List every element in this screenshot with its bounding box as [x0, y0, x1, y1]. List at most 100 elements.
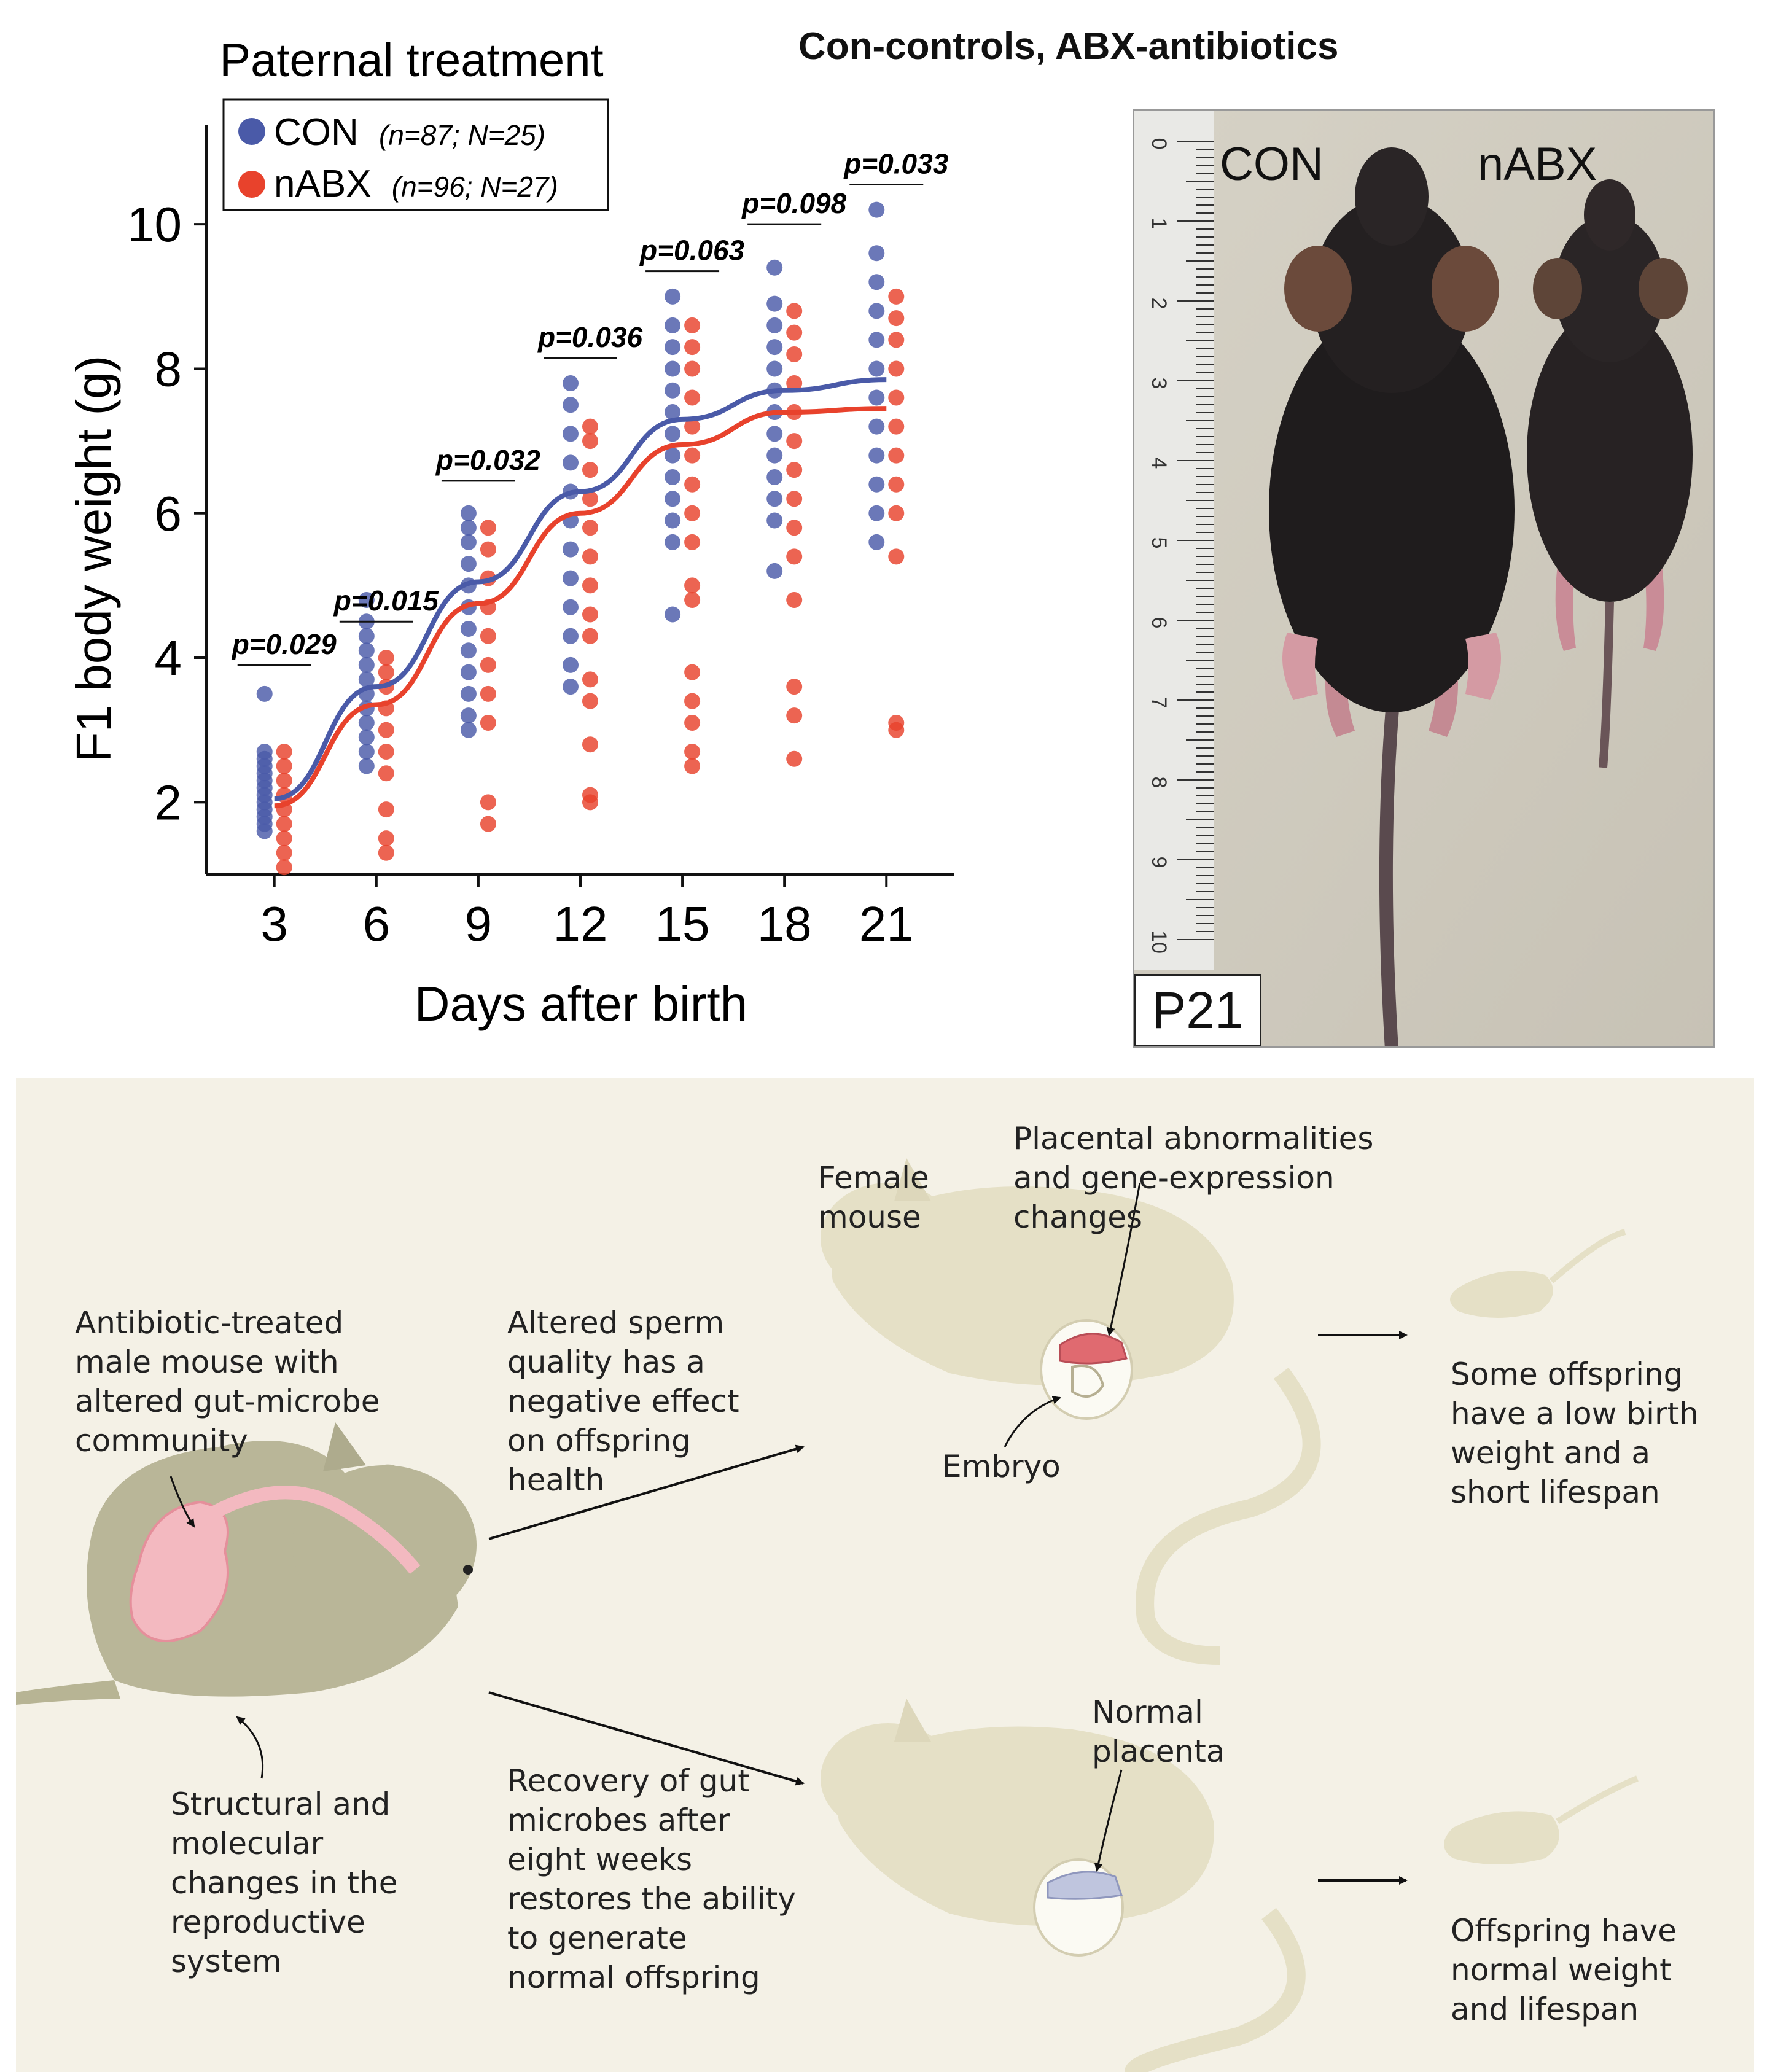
ruler-label: 2	[1147, 298, 1171, 310]
con-point	[868, 360, 885, 377]
nabx-point	[684, 744, 701, 760]
con-point	[766, 295, 783, 312]
nabx-point	[888, 548, 905, 565]
nabx-point	[786, 750, 803, 767]
con-fit-line	[274, 377, 887, 801]
pointer-normal-placenta	[1094, 1769, 1123, 1872]
con-point	[665, 317, 681, 333]
y-tick-label: 2	[155, 775, 182, 830]
nabx-point	[582, 577, 598, 594]
pvalue-label: p=0.029	[231, 628, 337, 660]
pvalue-label: p=0.033	[843, 147, 948, 179]
diagram-svg	[16, 1158, 1639, 2072]
pointer-placenta-abnormal	[1106, 1182, 1141, 1336]
nabx-point	[786, 346, 803, 362]
x-tick-label: 9	[465, 897, 493, 951]
nabx-point	[684, 577, 701, 594]
nabx-mouse-picture	[1527, 179, 1693, 768]
nabx-point	[888, 418, 905, 435]
chart-title: Paternal treatment	[219, 34, 603, 87]
y-tick-label: 4	[155, 631, 182, 685]
con-point	[460, 642, 477, 659]
con-point	[563, 656, 579, 673]
con-point	[868, 447, 885, 464]
arrow-to-altered	[488, 1444, 805, 1540]
nabx-point	[684, 339, 701, 356]
nabx-point	[378, 830, 394, 847]
ruler-label: 10	[1147, 930, 1171, 954]
con-point	[766, 339, 783, 356]
con-point	[460, 556, 477, 572]
legend-con-marker	[238, 118, 265, 145]
nabx-point	[582, 491, 598, 507]
con-point	[665, 469, 681, 485]
nabx-point	[378, 650, 394, 666]
nabx-point	[378, 801, 394, 818]
nabx-point	[684, 505, 701, 521]
con-point	[460, 520, 477, 536]
con-point	[766, 447, 783, 464]
placenta-abnormal-label: Placental abnormalities and gene-express…	[1013, 1121, 1374, 1235]
repro-note: Structural and molecular changes in the …	[171, 1786, 398, 1979]
con-point	[563, 570, 579, 586]
con-point	[766, 469, 783, 485]
nabx-point	[582, 433, 598, 450]
weight-chart: Paternal treatment p=0.029 p=0.015 p=0.032…	[0, 0, 983, 1056]
nabx-point	[888, 714, 905, 731]
pvalue-label: p=0.032	[435, 444, 540, 476]
pvalue-label: p=0.015	[333, 585, 439, 617]
x-tick-label: 15	[655, 897, 710, 951]
nabx-point	[480, 541, 496, 558]
con-point	[868, 201, 885, 218]
ruler-label: 4	[1147, 458, 1171, 469]
chart-fit-lines	[274, 377, 887, 809]
con-point	[256, 685, 273, 702]
mouse-photo: 0 1 2 3 4 5 6 7 8 9 10 CON nABX P21	[1133, 109, 1715, 1048]
nabx-point	[684, 534, 701, 550]
nabx-point	[684, 758, 701, 774]
con-point	[868, 303, 885, 319]
nabx-point	[480, 656, 496, 673]
nabx-point	[582, 671, 598, 688]
con-point	[460, 707, 477, 724]
con-point	[460, 664, 477, 680]
con-point	[563, 541, 579, 558]
x-tick-label: 18	[757, 897, 812, 951]
male-note: Antibiotic-treated male mouse with alter…	[75, 1305, 380, 1459]
figure-header-title: Con-controls, ABX-antibiotics	[798, 25, 1339, 68]
nabx-point	[786, 679, 803, 695]
x-tick-label: 6	[363, 897, 391, 951]
ruler-label: 7	[1147, 697, 1171, 709]
pvalue-label: p=0.098	[741, 187, 846, 219]
ruler-ticks: 0 1 2 3 4 5 6 7 8 9 10	[1147, 138, 1214, 954]
nabx-point	[786, 303, 803, 319]
nabx-point	[276, 859, 292, 876]
svg-text:nABX (n=96; N=27): nABX (n=96; N=27)	[274, 163, 558, 205]
arrow-to-recovery	[488, 1691, 805, 1786]
offspring-top-illustration	[1450, 1229, 1626, 1318]
nabx-point	[582, 548, 598, 565]
x-tick-label: 3	[260, 897, 288, 951]
y-tick-label: 10	[127, 197, 182, 252]
con-point	[665, 404, 681, 421]
nabx-point	[786, 491, 803, 507]
photo-con-label: CON	[1220, 138, 1324, 190]
chart-pvalues: p=0.029 p=0.015 p=0.032 p=0.036 p=0.063 p=0.0…	[231, 147, 949, 666]
female-label: Female mouse	[818, 1160, 929, 1235]
con-point	[358, 591, 375, 608]
con-point	[358, 628, 375, 644]
con-point	[358, 744, 375, 760]
nabx-point	[480, 685, 496, 702]
nabx-point	[684, 360, 701, 377]
con-point	[868, 389, 885, 406]
normal-placenta-label: Normal placenta	[1092, 1694, 1225, 1769]
con-point	[766, 512, 783, 529]
nabx-point	[786, 433, 803, 450]
ruler-label: 5	[1147, 537, 1171, 549]
nabx-point	[378, 722, 394, 738]
legend-con-name: CON	[274, 111, 359, 154]
con-point	[665, 512, 681, 529]
con-point	[563, 628, 579, 644]
x-tick-label: 12	[553, 897, 608, 951]
